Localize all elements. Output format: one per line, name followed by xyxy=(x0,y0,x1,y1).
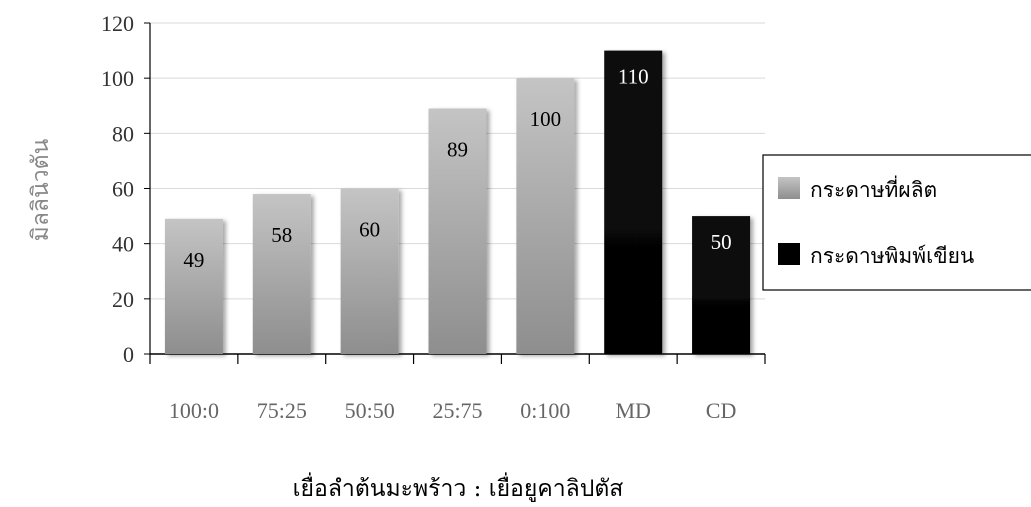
bar-25-75 xyxy=(428,108,487,354)
bar-50-50 xyxy=(340,188,399,354)
data-label: 89 xyxy=(447,138,468,162)
x-tick-label: 75:25 xyxy=(257,398,307,423)
y-axis-title: มิลลินิวตัน xyxy=(28,138,54,241)
legend: กระดาษที่ผลิต กระดาษพิมพ์เขียน xyxy=(762,154,1031,291)
data-label: 50 xyxy=(711,230,732,254)
tick-labels: 0 20 40 60 80 100 120 100:0 75:25 50:50 25:75 0:100… xyxy=(101,11,736,423)
legend-label-produced-paper: กระดาษที่ผลิต xyxy=(810,175,937,202)
data-label: 100 xyxy=(530,107,562,131)
x-tick-label: 0:100 xyxy=(520,398,570,423)
data-label: 49 xyxy=(183,248,204,272)
legend-swatch-produced-paper xyxy=(778,177,800,199)
x-axis-title: เยื่อลำต้นมะพร้าว : เยื่อยูคาลิปตัส xyxy=(293,472,624,502)
bar-0-100 xyxy=(516,78,575,355)
data-label: 110 xyxy=(618,65,649,89)
x-tick-label: MD xyxy=(615,398,650,423)
y-tick-label: 40 xyxy=(112,232,134,257)
data-label: 58 xyxy=(271,223,292,247)
y-tick-label: 60 xyxy=(112,177,134,202)
data-label: 60 xyxy=(359,218,380,242)
x-tick-label: 25:75 xyxy=(432,398,482,423)
y-tick-label: 100 xyxy=(101,66,134,91)
bars: 49 58 60 89 100 110 50 xyxy=(164,50,751,355)
x-tick-label: CD xyxy=(706,398,737,423)
bar-75-25 xyxy=(252,194,311,354)
legend-box xyxy=(762,154,1031,291)
bar-cd xyxy=(692,216,751,354)
bar-md xyxy=(604,50,663,354)
legend-swatch-printing-paper xyxy=(778,243,800,265)
x-tick-label: 100:0 xyxy=(169,398,219,423)
y-tick-label: 120 xyxy=(101,11,134,36)
y-tick-label: 20 xyxy=(112,287,134,312)
bar-100-0 xyxy=(164,218,223,354)
x-tick-label: 50:50 xyxy=(345,398,395,423)
legend-label-printing-paper: กระดาษพิมพ์เขียน xyxy=(810,244,974,268)
y-tick-label: 80 xyxy=(112,121,134,146)
y-tick-label: 0 xyxy=(123,342,134,367)
